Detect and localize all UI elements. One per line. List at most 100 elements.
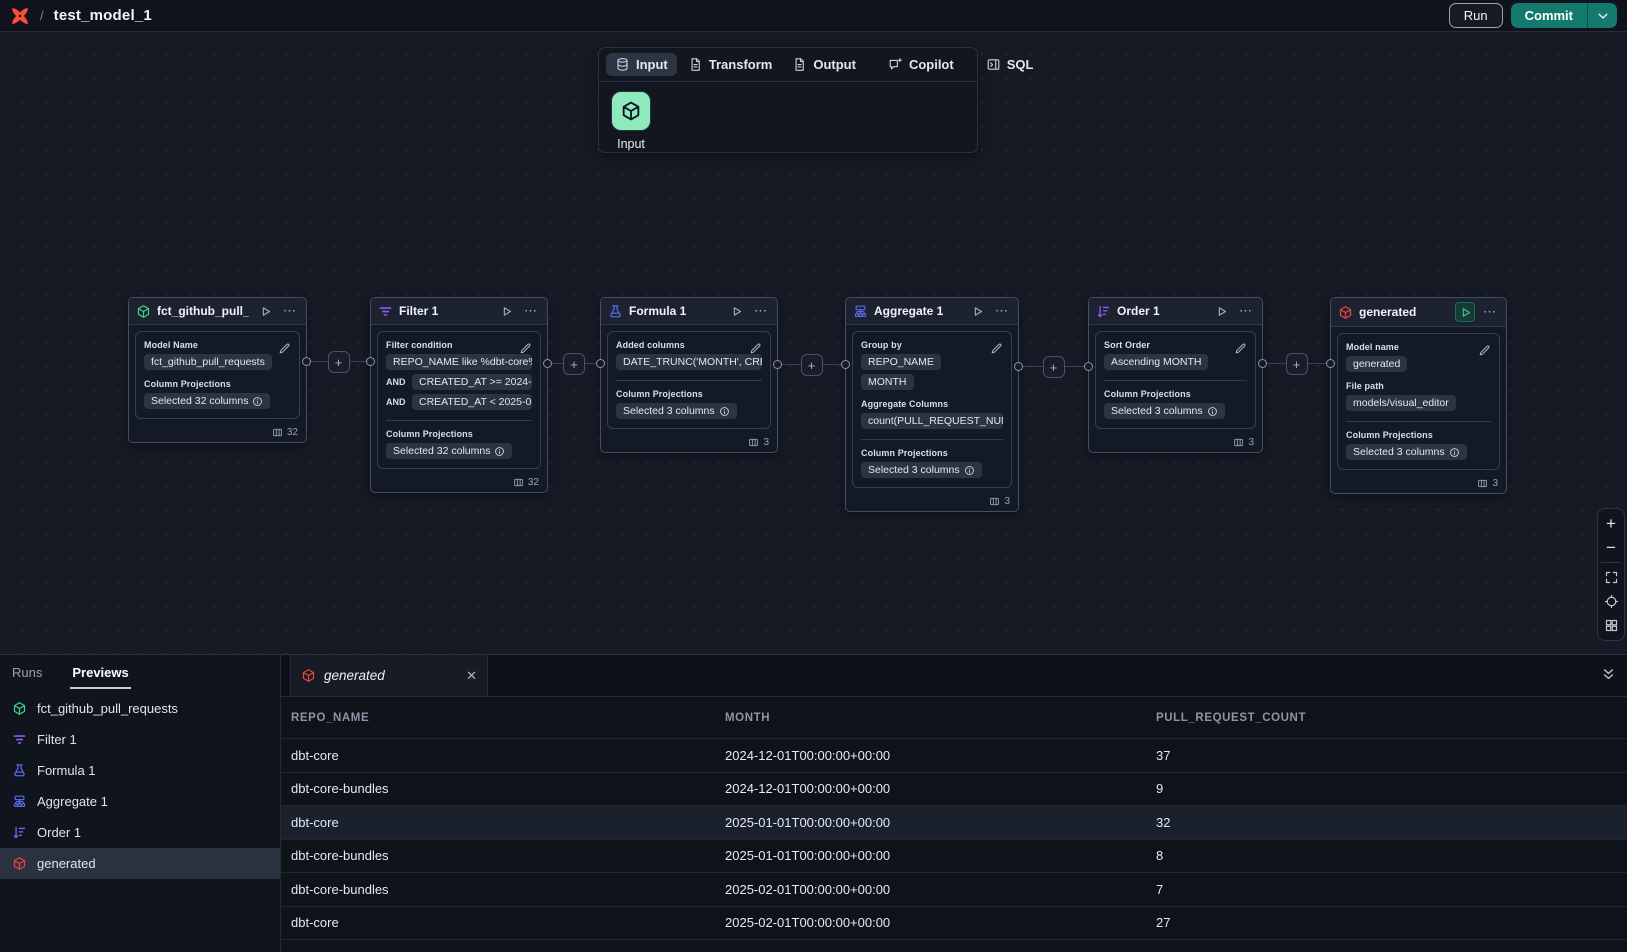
connector-port[interactable] xyxy=(596,359,605,368)
cube-icon xyxy=(620,100,642,122)
sidebar-item-order-1[interactable]: Order 1 xyxy=(0,817,280,848)
connector-port[interactable] xyxy=(1258,359,1267,368)
node-header[interactable]: Aggregate 1 ⋯ xyxy=(846,298,1018,325)
tab-label: SQL xyxy=(1006,57,1034,72)
connector-port[interactable] xyxy=(1084,362,1093,371)
play-icon[interactable] xyxy=(1455,302,1475,322)
run-button[interactable]: Run xyxy=(1448,3,1503,28)
fit-view-button[interactable] xyxy=(1599,565,1623,589)
connector-port[interactable] xyxy=(302,357,311,366)
play-icon[interactable] xyxy=(255,302,275,320)
connector-port[interactable] xyxy=(773,360,782,369)
value-pill: Selected 3 columns xyxy=(1346,444,1467,460)
dbt-logo-icon xyxy=(10,6,30,26)
node-header[interactable]: Formula 1 ⋯ xyxy=(601,298,777,325)
table-cell: 32 xyxy=(1156,814,1171,830)
sidebar-item-generated[interactable]: generated xyxy=(0,848,280,879)
add-node-button[interactable]: + xyxy=(563,353,585,375)
sidebar-item-filter-1[interactable]: Filter 1 xyxy=(0,724,280,755)
more-icon[interactable]: ⋯ xyxy=(995,303,1009,318)
tab-transform[interactable]: Transform xyxy=(679,53,782,76)
list-item-label: generated xyxy=(37,856,96,871)
tab-copilot[interactable]: Copilot xyxy=(879,53,963,76)
node-header[interactable]: Order 1 ⋯ xyxy=(1089,298,1262,325)
preview-tab-generated[interactable]: generated ✕ xyxy=(290,655,488,696)
input-tile-label: Input xyxy=(617,137,645,151)
minimap-button[interactable] xyxy=(1599,613,1623,637)
list-item-label: Order 1 xyxy=(37,825,82,840)
node-header[interactable]: Filter 1 ⋯ xyxy=(371,298,547,325)
divider xyxy=(1601,562,1621,563)
copilot-icon xyxy=(888,57,903,72)
table-row: dbt-core-bundles 2025-01-01T00:00:00+00:… xyxy=(281,838,1627,873)
node-formula-1[interactable]: Formula 1 ⋯ Added columns DATE_TRUNC('MO… xyxy=(600,297,778,453)
value-pill: models/visual_editor xyxy=(1346,395,1456,411)
zoom-out-button[interactable]: − xyxy=(1599,536,1623,560)
tab-sql[interactable]: SQL xyxy=(977,53,1043,76)
node-header[interactable]: generated ⋯ xyxy=(1331,298,1506,327)
node-order-1[interactable]: Order 1 ⋯ Sort Order Ascending MONTH Col… xyxy=(1088,297,1263,453)
zoom-in-button[interactable]: + xyxy=(1599,512,1623,536)
edit-icon[interactable] xyxy=(519,340,532,355)
preview-tab-bar: generated ✕ xyxy=(281,655,1627,697)
add-node-button[interactable]: + xyxy=(1042,356,1065,378)
graph-canvas[interactable]: Input Transform Output Copilot xyxy=(0,32,1627,654)
connector-port[interactable] xyxy=(1326,359,1335,368)
sidebar-item-aggregate-1[interactable]: Aggregate 1 xyxy=(0,786,280,817)
tab-input[interactable]: Input xyxy=(606,53,677,76)
edit-icon[interactable] xyxy=(1234,340,1247,355)
add-node-button[interactable]: + xyxy=(800,354,823,376)
connector-port[interactable] xyxy=(366,357,375,366)
collapse-panel-icon[interactable] xyxy=(1600,666,1617,683)
table-cell: 2025-01-01T00:00:00+00:00 xyxy=(725,848,891,864)
group-label: Sort Order xyxy=(1104,340,1151,350)
table-cell: dbt-core xyxy=(291,747,339,763)
play-icon[interactable] xyxy=(726,302,746,320)
sidebar-item-fct-github-pull-requests[interactable]: fct_github_pull_requests xyxy=(0,693,280,724)
edit-icon[interactable] xyxy=(278,340,291,355)
edit-icon[interactable] xyxy=(990,340,1003,355)
add-node-button[interactable]: + xyxy=(1285,353,1308,375)
more-icon[interactable]: ⋯ xyxy=(754,303,768,318)
locate-button[interactable] xyxy=(1599,589,1623,613)
tab-previews[interactable]: Previews xyxy=(70,658,131,689)
value-pill: Selected 32 columns xyxy=(144,393,271,409)
edit-icon[interactable] xyxy=(1478,342,1491,357)
play-icon[interactable] xyxy=(1211,302,1231,320)
document-icon xyxy=(792,57,807,72)
node-header[interactable]: fct_github_pull_requests ⋯ xyxy=(129,298,306,325)
more-icon[interactable]: ⋯ xyxy=(524,303,538,318)
node-aggregate-1[interactable]: Aggregate 1 ⋯ Group by REPO_NAME MONTH A… xyxy=(845,297,1019,512)
edit-icon[interactable] xyxy=(749,340,762,355)
more-icon[interactable]: ⋯ xyxy=(1239,303,1253,318)
table-cell: 2024-12-01T00:00:00+00:00 xyxy=(725,747,891,763)
sidebar-item-formula-1[interactable]: Formula 1 xyxy=(0,755,280,786)
close-icon[interactable]: ✕ xyxy=(466,667,477,683)
more-icon[interactable]: ⋯ xyxy=(283,303,297,318)
info-icon xyxy=(1207,406,1218,417)
tab-output[interactable]: Output xyxy=(783,53,865,76)
value-pill: Selected 3 columns xyxy=(861,462,982,478)
more-icon[interactable]: ⋯ xyxy=(1483,304,1497,319)
connector-port[interactable] xyxy=(841,360,850,369)
connector-port[interactable] xyxy=(543,359,552,368)
add-node-button[interactable]: + xyxy=(327,351,350,373)
breadcrumb-separator: / xyxy=(40,8,44,23)
column-header: REPO_NAME xyxy=(291,711,370,724)
play-icon[interactable] xyxy=(967,302,987,320)
group-label: Model Name xyxy=(144,340,199,350)
play-icon[interactable] xyxy=(496,302,516,320)
node-fct-github-pull-requests[interactable]: fct_github_pull_requests ⋯ Model Name fc… xyxy=(128,297,307,443)
group-label: Group by xyxy=(861,340,902,350)
input-node-tile[interactable] xyxy=(611,91,651,131)
commit-dropdown-button[interactable] xyxy=(1587,3,1617,28)
node-filter-1[interactable]: Filter 1 ⋯ Filter condition REPO_NAME li… xyxy=(370,297,548,493)
commit-button[interactable]: Commit xyxy=(1510,3,1587,28)
edge-connector: + xyxy=(1258,352,1335,376)
connector-port[interactable] xyxy=(1014,362,1023,371)
node-generated[interactable]: generated ⋯ Model name generated File pa… xyxy=(1330,297,1507,494)
database-icon xyxy=(615,57,630,72)
tab-runs[interactable]: Runs xyxy=(10,658,44,689)
table-cell: dbt-core xyxy=(291,915,339,931)
